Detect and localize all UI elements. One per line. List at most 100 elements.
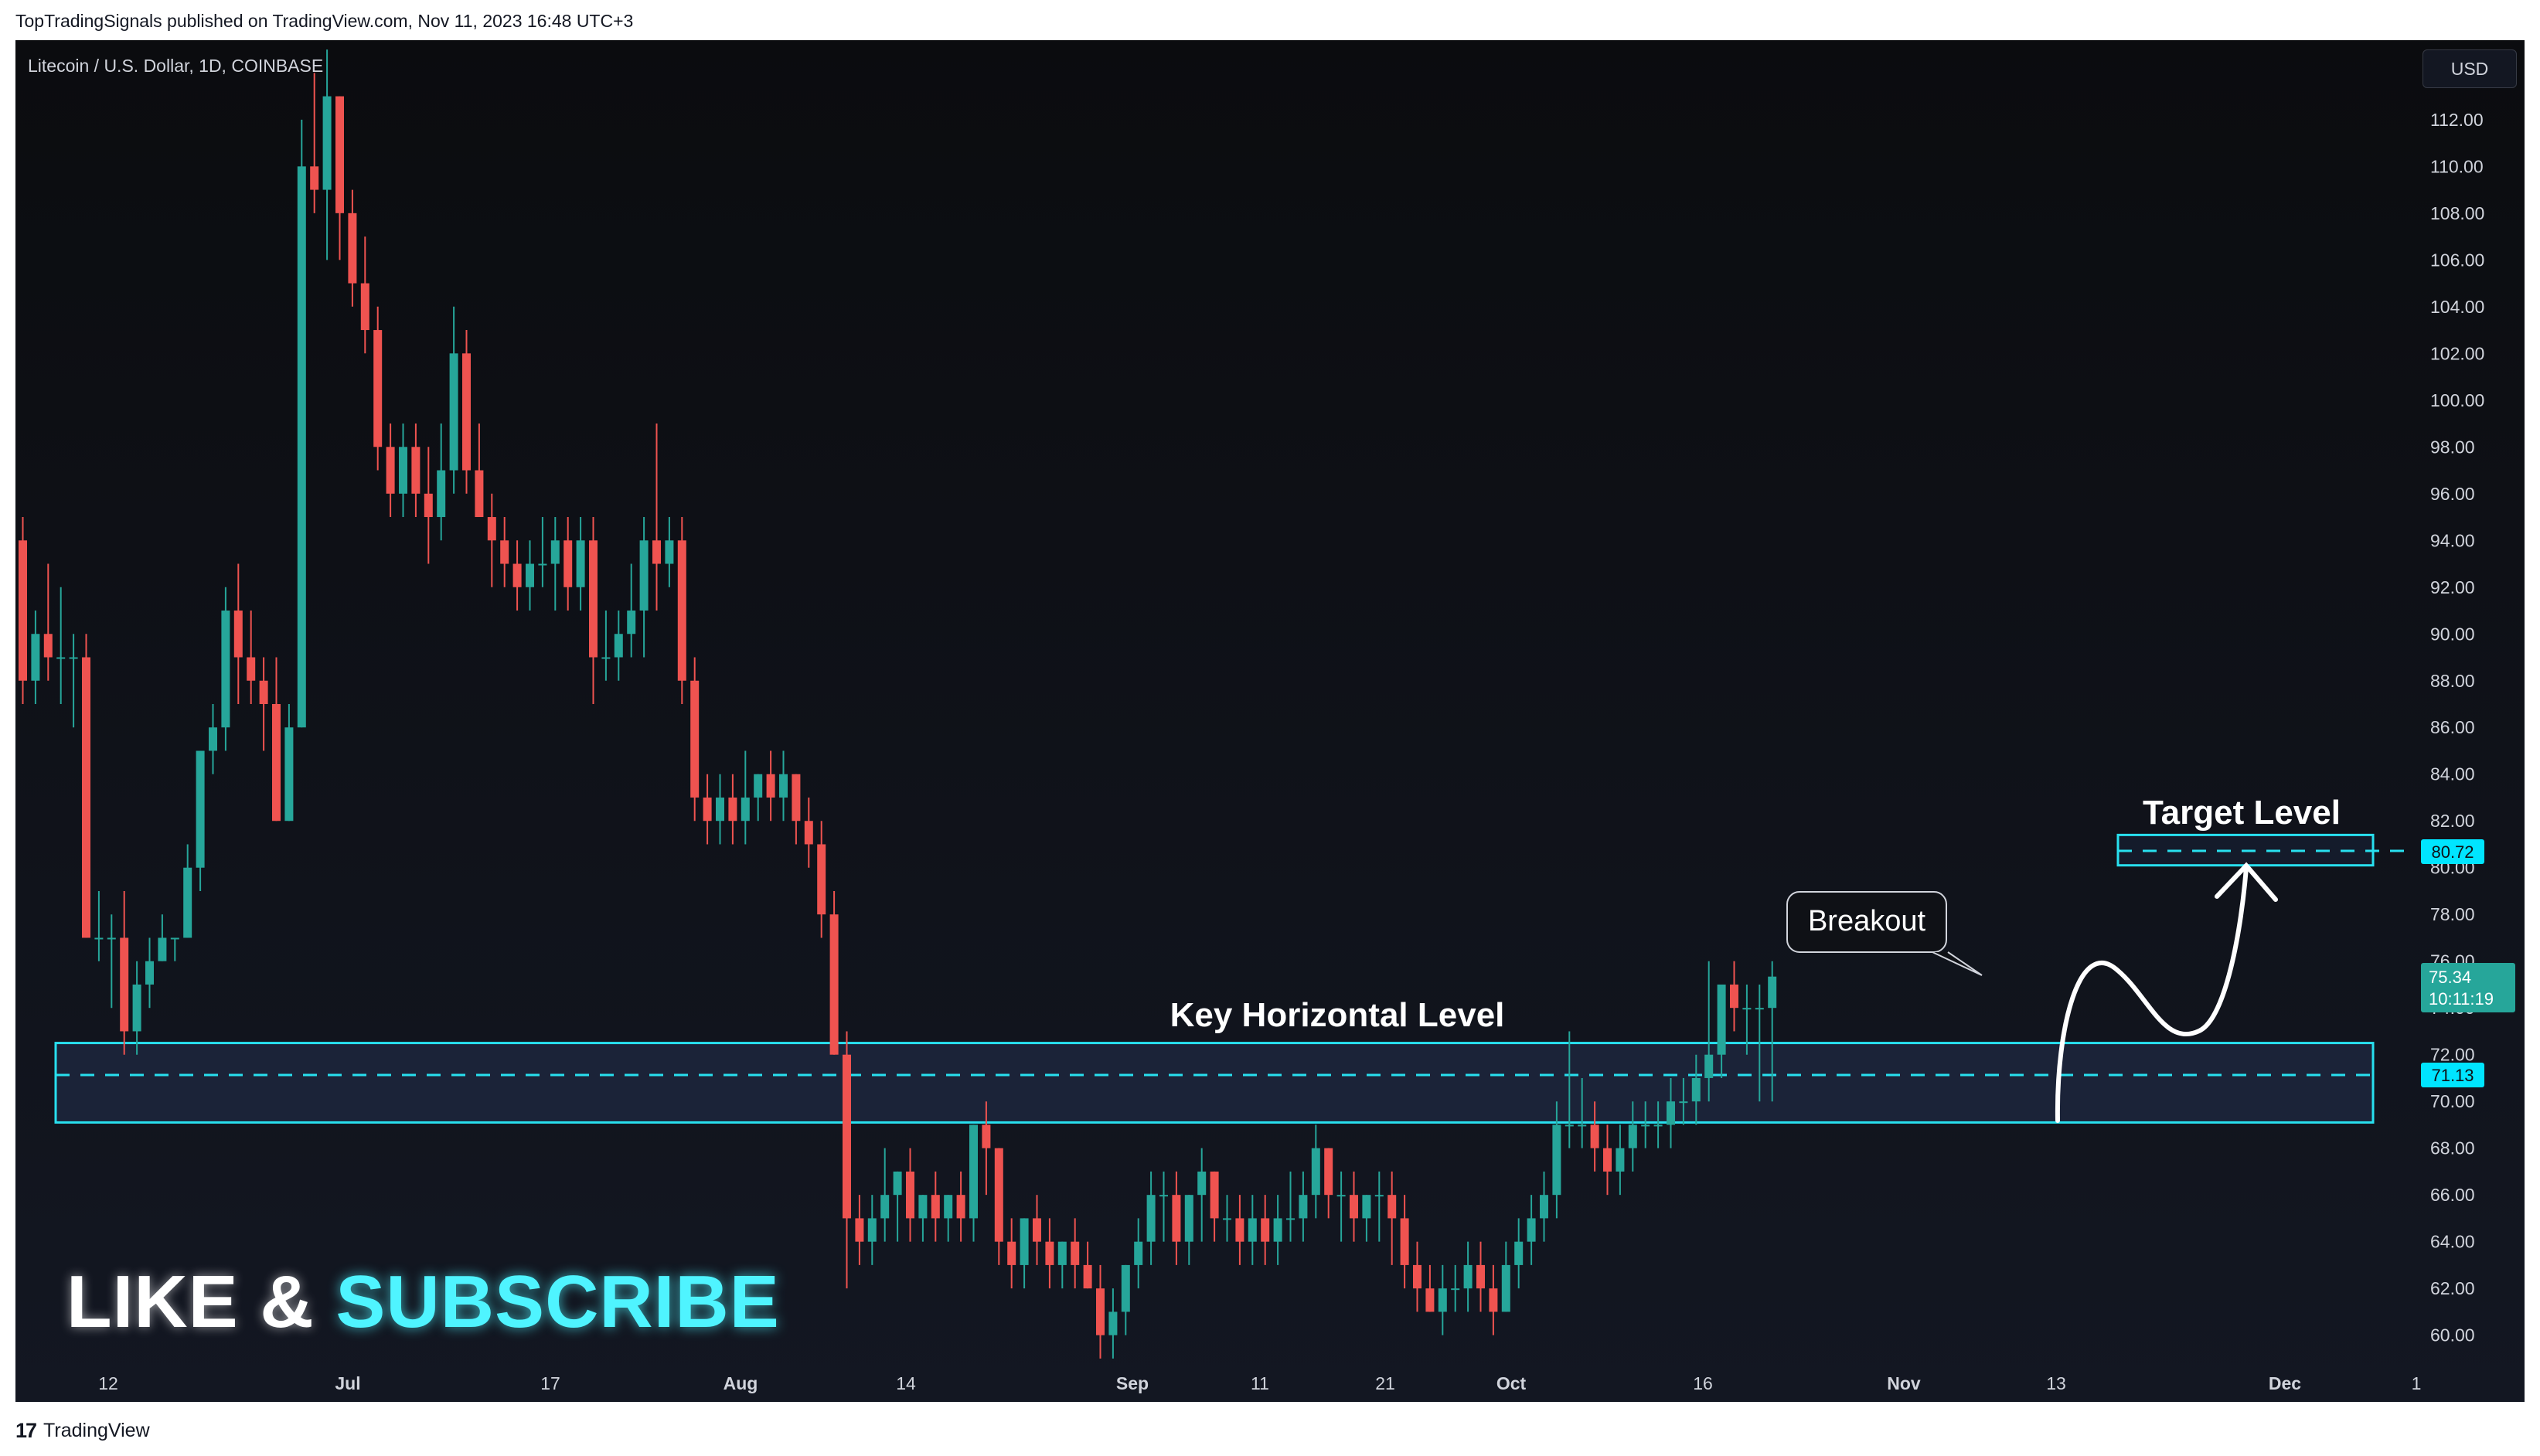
candle-body — [145, 961, 154, 985]
candle-body — [1374, 1195, 1384, 1197]
candle-body — [1679, 1101, 1688, 1104]
candle-body — [1590, 1124, 1599, 1148]
candle-body — [69, 657, 78, 659]
candle-body — [601, 657, 611, 659]
price-tick-label: 72.00 — [2430, 1045, 2475, 1065]
candle-body — [1514, 1241, 1524, 1265]
price-tick-label: 70.00 — [2430, 1091, 2475, 1111]
support-price-text: 71.13 — [2431, 1066, 2474, 1085]
candle-body — [906, 1171, 914, 1219]
candle-body — [1197, 1171, 1207, 1196]
candle-body — [1261, 1218, 1270, 1242]
projection-arrow — [2055, 865, 2249, 1123]
price-tick-label: 100.00 — [2430, 390, 2484, 410]
currency-button[interactable]: USD — [2423, 49, 2517, 88]
price-tick-label: 96.00 — [2430, 484, 2475, 504]
candle-body — [1489, 1288, 1498, 1312]
candle-body — [1628, 1124, 1637, 1148]
candle-body — [132, 984, 141, 1032]
candle-body — [1476, 1264, 1485, 1289]
publish-line: TopTradingSignals published on TradingVi… — [15, 11, 634, 31]
candle-body — [1159, 1195, 1168, 1197]
candle-body — [158, 937, 167, 961]
candle-body — [550, 540, 560, 564]
candle-body — [1057, 1241, 1067, 1265]
candle-body — [107, 937, 116, 940]
candle-body — [272, 704, 281, 822]
candle-body — [1413, 1264, 1422, 1289]
candle-body — [1742, 1008, 1752, 1010]
candle-body — [1768, 976, 1777, 1009]
level-zones — [54, 833, 2413, 1124]
candle-body — [1096, 1288, 1105, 1335]
candle-body — [982, 1124, 991, 1148]
price-tick-label: 62.00 — [2430, 1278, 2475, 1298]
candle-body — [1020, 1218, 1029, 1265]
candle-body — [779, 774, 788, 798]
candle-body — [221, 611, 230, 728]
candle-body — [43, 634, 53, 658]
candle-body — [538, 563, 547, 566]
key-level-zone — [54, 1042, 2375, 1124]
footer-brand[interactable]: TradingView — [43, 1420, 150, 1441]
time-axis[interactable]: 12 Jul 17 Aug 14 Sep 11 21 Oct 16 Nov 13 Dec 1 — [98, 1373, 2421, 1393]
candle-body — [94, 937, 104, 940]
candle-body — [563, 540, 573, 587]
candle-body — [233, 611, 243, 658]
like-subscribe-banner[interactable]: LIKE & SUBSCRIBE — [66, 1260, 780, 1345]
candle-body — [170, 937, 179, 940]
candle-body — [56, 657, 66, 659]
footer: 17 TradingView — [15, 1419, 150, 1443]
candle-body — [1007, 1241, 1016, 1265]
time-tick-label: Sep — [1116, 1373, 1149, 1393]
candle-body — [1451, 1288, 1460, 1291]
candle-body — [1108, 1311, 1118, 1335]
candle-body — [1463, 1264, 1473, 1289]
candle-body — [1324, 1148, 1333, 1196]
price-tags: 80.72 75.34 10:11:19 71.13 — [2421, 839, 2515, 1087]
candle-body — [1552, 1124, 1561, 1196]
candle-body — [1362, 1195, 1371, 1219]
time-tick-label: Oct — [1496, 1373, 1527, 1393]
candle-body — [703, 797, 712, 822]
price-tick-label: 94.00 — [2430, 530, 2475, 550]
candle-body — [741, 797, 750, 822]
candle-body — [817, 844, 826, 915]
candles — [19, 49, 1777, 1359]
breakout-label: Breakout — [1808, 905, 1926, 937]
price-axis[interactable]: 60.0062.0064.0066.0068.0070.0072.0074.00… — [2430, 110, 2484, 1345]
candle-body — [867, 1218, 877, 1242]
candle-body — [310, 166, 319, 190]
tradingview-logo-icon: 17 — [15, 1419, 37, 1442]
candle-body — [1730, 984, 1738, 1009]
candle-body — [322, 96, 332, 190]
price-tick-label: 108.00 — [2430, 203, 2484, 223]
time-tick-label: 16 — [1693, 1373, 1713, 1393]
price-tick-label: 92.00 — [2430, 577, 2475, 597]
candle-body — [500, 540, 509, 564]
price-tick-label: 88.00 — [2430, 671, 2475, 691]
chart-panel[interactable] — [15, 40, 2525, 1402]
candle-body — [284, 727, 294, 822]
candle-body — [855, 1218, 864, 1242]
candle-body — [1134, 1241, 1143, 1265]
candle-body — [1578, 1124, 1587, 1127]
time-tick-label: 11 — [1251, 1373, 1269, 1393]
candle-body — [716, 797, 724, 822]
time-tick-label: Dec — [2269, 1373, 2301, 1393]
candle-body — [1235, 1218, 1244, 1242]
candle-body — [247, 657, 256, 681]
candle-body — [1350, 1195, 1358, 1219]
candle-body — [1667, 1101, 1675, 1125]
candle-body — [614, 634, 623, 658]
candle-body — [1311, 1148, 1320, 1196]
key-level-label: Key Horizontal Level — [1170, 996, 1505, 1034]
candle-body — [183, 867, 192, 938]
time-tick-label: 17 — [540, 1373, 560, 1393]
candle-body — [931, 1195, 940, 1219]
candle-body — [1438, 1288, 1447, 1312]
candle-body — [196, 750, 205, 868]
candle-body — [652, 540, 661, 564]
candle-body — [360, 283, 369, 331]
